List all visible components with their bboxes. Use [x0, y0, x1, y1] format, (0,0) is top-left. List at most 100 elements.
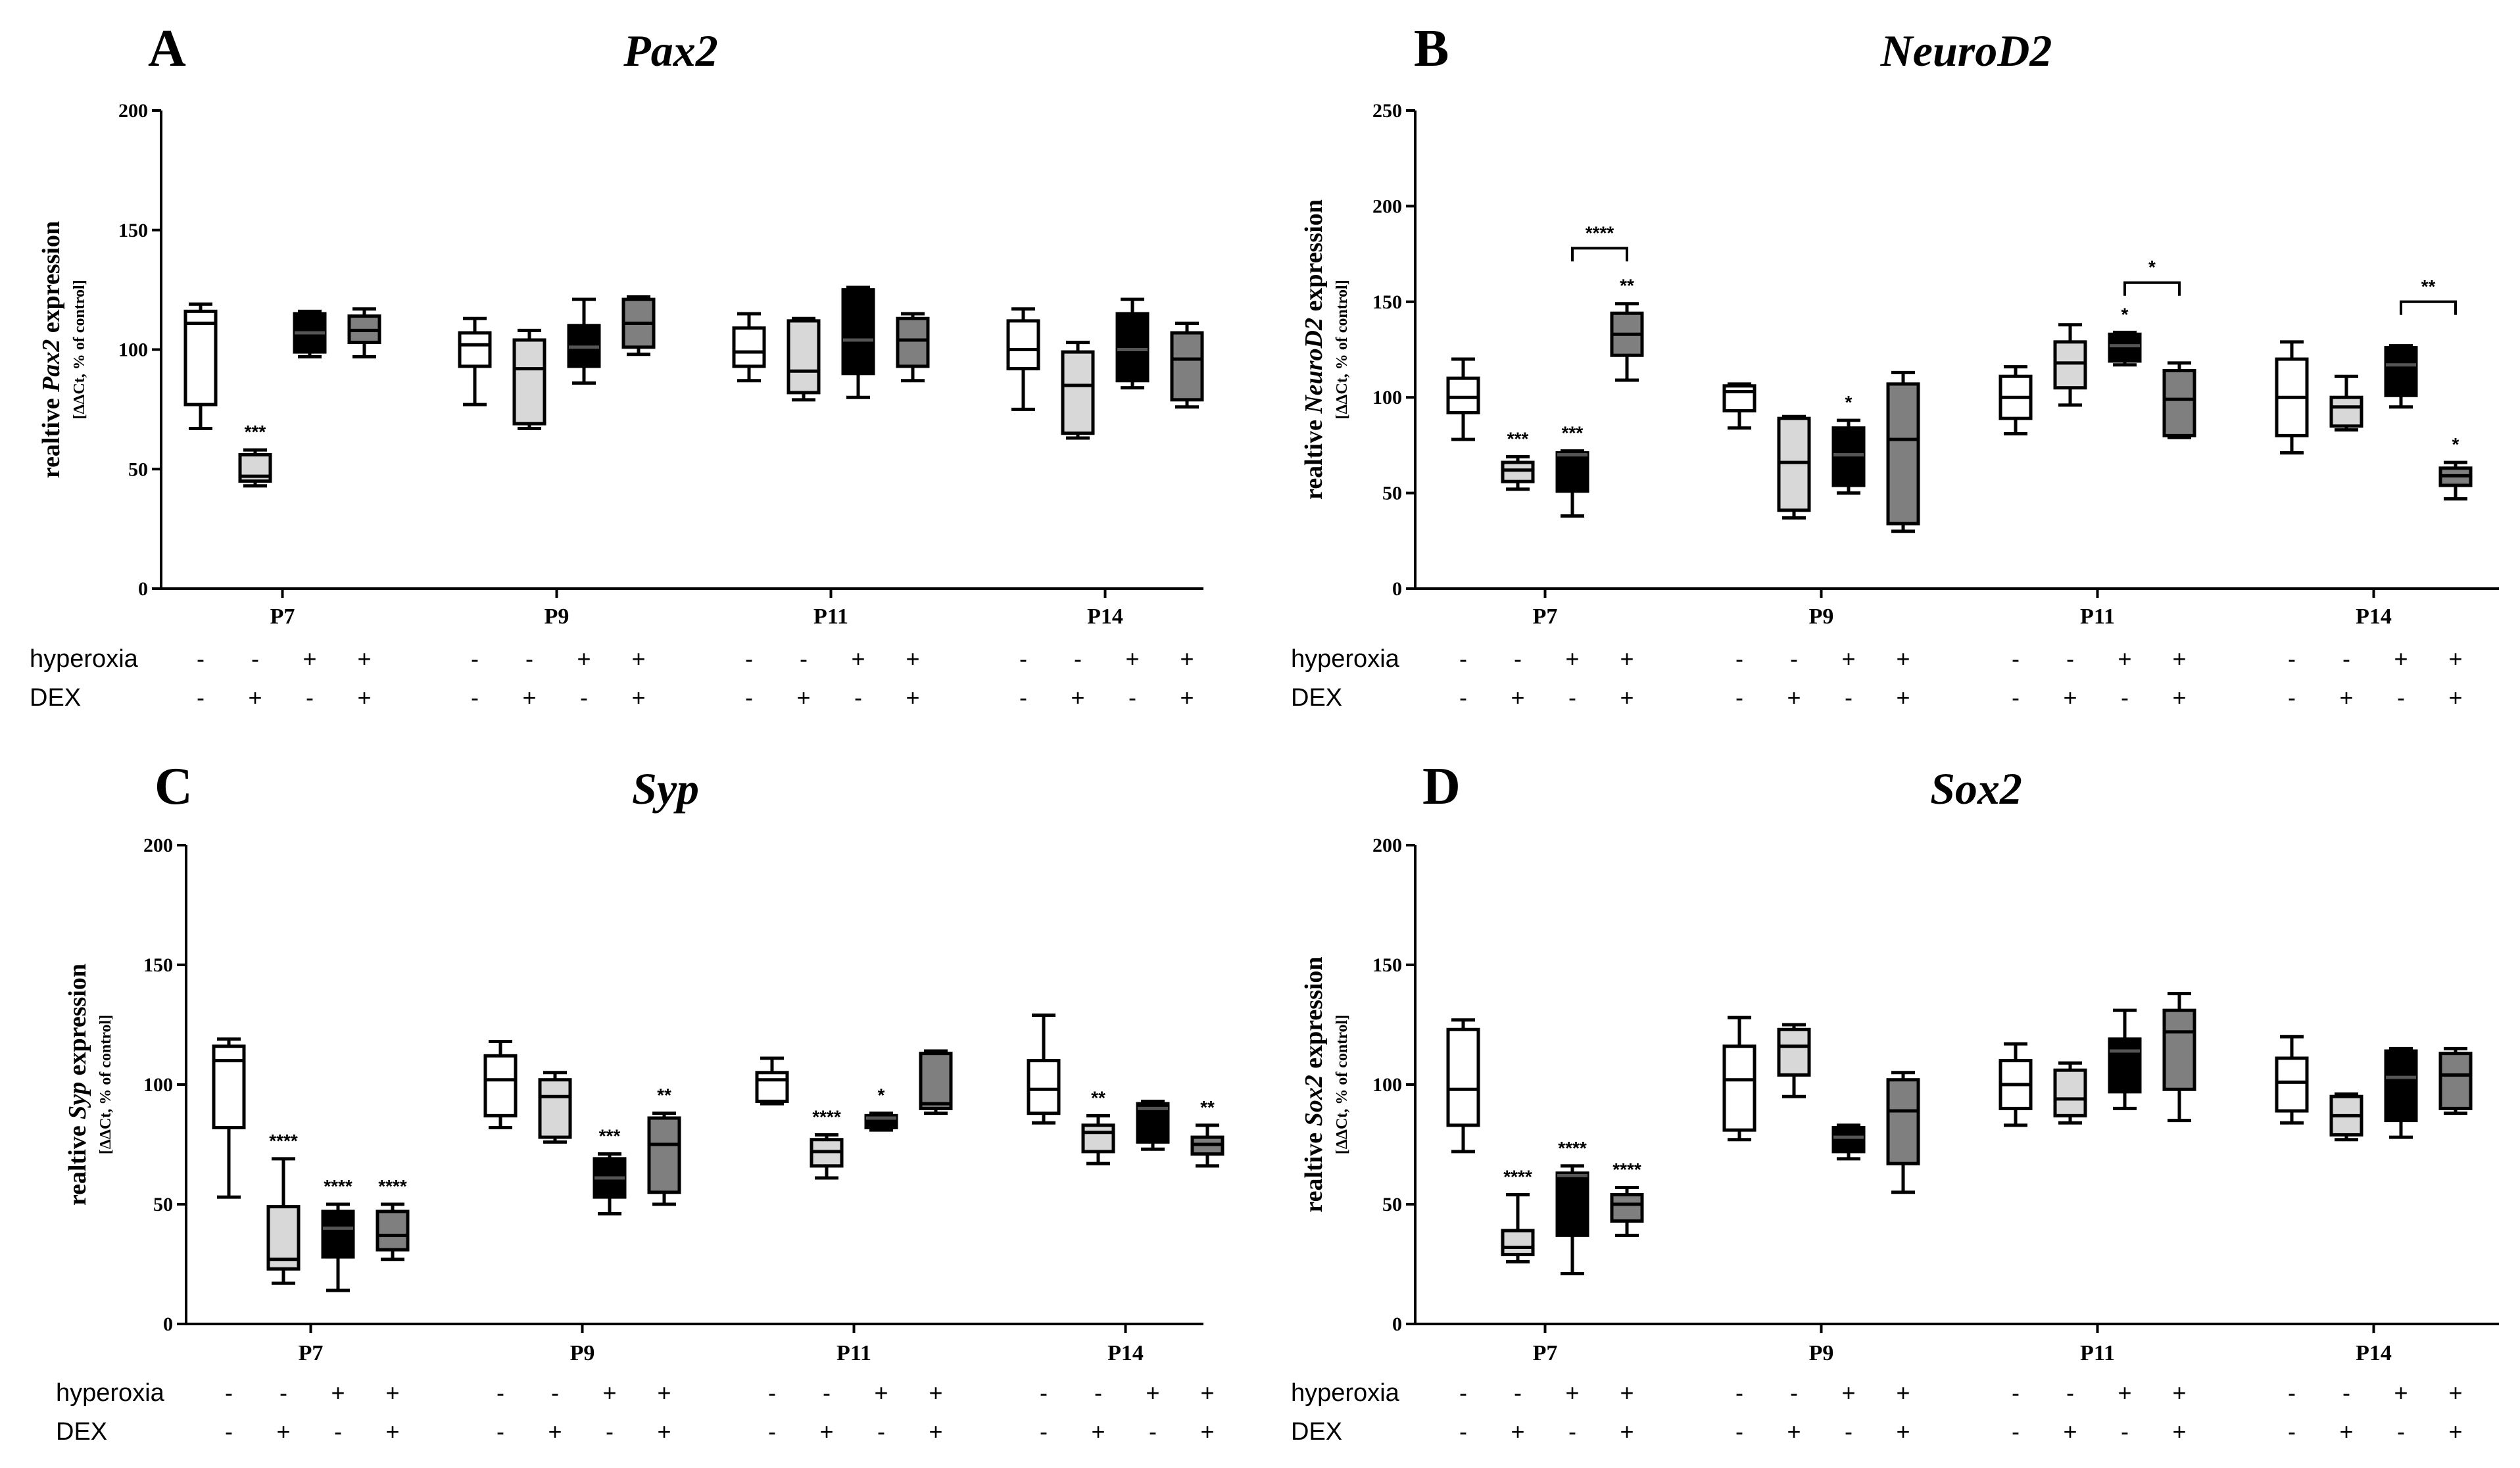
hyperoxia-sign: + [1841, 1379, 1855, 1406]
box-iqr [1777, 416, 1811, 512]
box-plot [483, 1039, 518, 1130]
significance-stars: **** [1558, 1138, 1587, 1158]
dex-sign: + [1620, 684, 1634, 711]
y-tick-label: 200 [143, 835, 173, 856]
dex-sign: - [606, 1418, 614, 1445]
significance-stars: * [2452, 434, 2459, 454]
box-iqr [896, 316, 930, 368]
dex-sign: + [1180, 684, 1194, 711]
y-axis-label-part: expression [1300, 956, 1328, 1075]
hyperoxia-sign: + [1620, 645, 1634, 672]
hyperoxia-sign: - [823, 1379, 831, 1406]
box-plot [2275, 340, 2309, 455]
hyperoxia-label: hyperoxia [1291, 1379, 1400, 1407]
hyperoxia-sign: - [2012, 645, 2020, 672]
box-iqr [2438, 1052, 2473, 1110]
dex-sign: + [1787, 1418, 1801, 1445]
hyperoxia-sign: - [2066, 645, 2074, 672]
significance-stars: **** [1612, 1160, 1641, 1180]
dex-sign: + [2172, 684, 2186, 711]
dex-sign: + [385, 1418, 399, 1445]
box-iqr [1722, 1044, 1757, 1132]
box-plot [2162, 992, 2196, 1123]
box-iqr [2275, 1056, 2309, 1113]
category-label: P11 [2080, 604, 2115, 629]
significance-stars: ** [1091, 1087, 1105, 1108]
hyperoxia-sign: - [2342, 645, 2350, 672]
hyperoxia-sign: - [1790, 1379, 1798, 1406]
box-plot [919, 1049, 953, 1115]
category-label: P9 [1809, 1341, 1834, 1365]
dex-sign: + [1620, 1418, 1634, 1445]
hyperoxia-sign: - [745, 645, 753, 672]
box-iqr [1027, 1059, 1061, 1115]
panel-d-letter: D [1422, 758, 1461, 816]
hyperoxia-sign: - [279, 1379, 287, 1406]
box-iqr [1446, 376, 1480, 414]
box-iqr [755, 1071, 789, 1103]
box-iqr [841, 288, 875, 376]
box-plot [1831, 1123, 1866, 1161]
box-plot [1006, 307, 1040, 411]
box-iqr [2162, 1008, 2196, 1091]
dex-label: DEX [30, 684, 81, 712]
hyperoxia-sign: + [303, 645, 316, 672]
box-iqr [2384, 346, 2418, 397]
dex-sign: - [2012, 684, 2020, 711]
box-plot [183, 302, 218, 430]
box-plot: *** [593, 1126, 627, 1216]
hyperoxia-sign: + [851, 645, 865, 672]
box-iqr [1831, 1126, 1866, 1154]
box-plot: * [1831, 392, 1866, 495]
box-iqr [919, 1052, 953, 1110]
dex-sign: + [1896, 1418, 1910, 1445]
hyperoxia-sign: - [1459, 1379, 1467, 1406]
box-iqr [1081, 1123, 1115, 1154]
hyperoxia-sign: + [1565, 1379, 1579, 1406]
dex-sign: + [2063, 684, 2077, 711]
hyperoxia-sign: + [2118, 1379, 2131, 1406]
box-iqr [2329, 395, 2363, 428]
category-label: P14 [2356, 604, 2392, 629]
hyperoxia-sign: - [1094, 1379, 1102, 1406]
dex-sign: + [819, 1418, 833, 1445]
box-iqr [1886, 1078, 1920, 1165]
box-plot [2053, 1061, 2087, 1125]
hyperoxia-sign: + [577, 645, 591, 672]
box-iqr [1722, 384, 1757, 413]
dex-sign: - [471, 684, 479, 711]
hyperoxia-sign: - [1074, 645, 1082, 672]
hyperoxia-sign: - [497, 1379, 504, 1406]
box-plot: *** [1555, 423, 1589, 518]
category-label: P7 [1533, 604, 1558, 629]
box-iqr [1555, 451, 1589, 493]
box-plot [787, 316, 821, 402]
box-plot [1722, 382, 1757, 430]
hyperoxia-sign: - [525, 645, 533, 672]
box-iqr [1446, 1027, 1480, 1127]
significance-bracket [1571, 247, 1628, 262]
category-label: P14 [1107, 1341, 1144, 1365]
dex-sign: - [854, 684, 862, 711]
panel-b-letter: B [1414, 20, 1449, 78]
panel-a-title: Pax2 [623, 26, 718, 76]
box-iqr [212, 1044, 246, 1130]
hyperoxia-sign: + [1620, 1379, 1634, 1406]
hyperoxia-sign: - [1459, 645, 1467, 672]
box-iqr [2162, 368, 2196, 437]
dex-sign: + [631, 684, 645, 711]
category-label: P9 [1809, 604, 1834, 629]
dex-sign: - [768, 1418, 776, 1445]
hyperoxia-sign: - [1514, 645, 1522, 672]
dex-sign: - [1040, 1418, 1048, 1445]
dex-sign: - [1845, 1418, 1853, 1445]
dex-sign: + [1511, 1418, 1524, 1445]
dex-sign: - [877, 1418, 885, 1445]
category-label: P7 [1533, 1341, 1558, 1365]
dex-sign: - [1128, 684, 1136, 711]
hyperoxia-sign: - [1790, 645, 1798, 672]
significance-stars: **** [812, 1106, 841, 1127]
box-plot [1722, 1015, 1757, 1142]
hyperoxia-sign: + [357, 645, 371, 672]
significance-stars: **** [324, 1176, 352, 1196]
